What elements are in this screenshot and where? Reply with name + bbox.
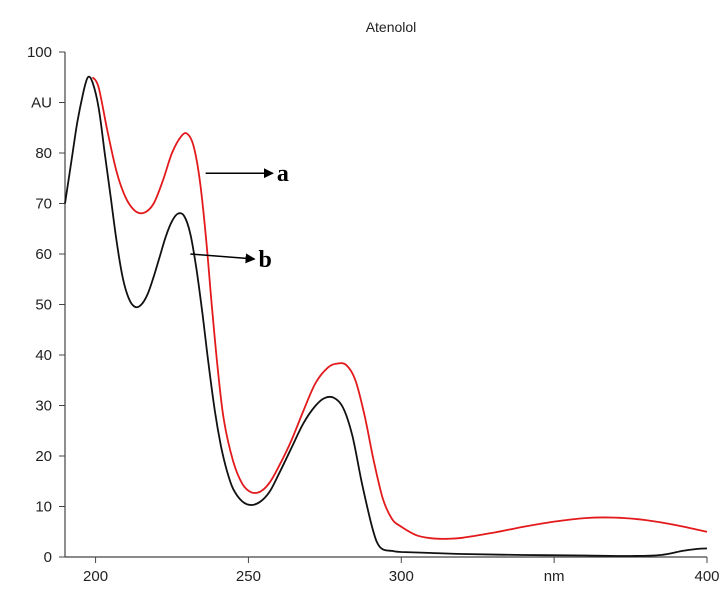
series-layer <box>64 75 708 557</box>
x-tick-label: 300 <box>389 568 414 585</box>
y-tick-label: 80 <box>35 145 52 162</box>
y-tick-label: 40 <box>35 347 52 364</box>
annotation-arrow-b <box>190 253 256 264</box>
y-tick-label: 60 <box>35 246 52 263</box>
axes: 0 10 20 30 40 50 60 70 80 AU 100 200 250 300 nm 400 <box>27 44 720 585</box>
x-tick-label: 250 <box>236 568 261 585</box>
x-tick-label: 400 <box>694 568 719 585</box>
y-tick-label: 30 <box>35 398 52 415</box>
annotation-layer: ab <box>190 161 289 273</box>
annotation-label-b: b <box>259 247 272 273</box>
series-line-b <box>64 75 708 557</box>
y-tick-label: 0 <box>44 549 52 566</box>
x-tick-label: nm <box>544 568 565 585</box>
y-tick-label: 70 <box>35 196 52 213</box>
chart-title: Atenolol <box>366 19 417 35</box>
y-tick-label: 20 <box>35 448 52 465</box>
x-tick-label: 200 <box>83 568 108 585</box>
y-tick-label: 10 <box>35 499 52 516</box>
series-line-a <box>91 76 708 540</box>
y-tick-label: 50 <box>35 297 52 314</box>
y-tick-label: AU <box>31 95 52 112</box>
annotation-label-a: a <box>277 161 289 187</box>
y-tick-label: 100 <box>27 44 52 61</box>
